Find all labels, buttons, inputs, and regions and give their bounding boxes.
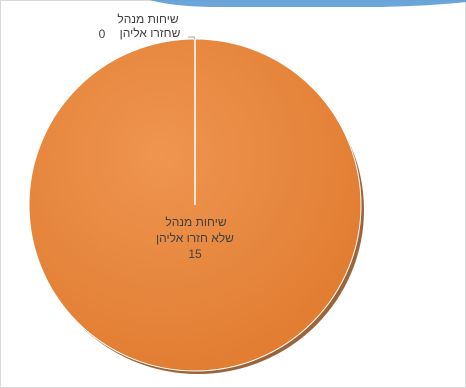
data-label-1-line2: שלא חזרו אליהן xyxy=(156,231,234,245)
data-label-0-line2: שחזרו אליהן xyxy=(120,26,181,40)
data-label-1-line1: שיחות מנהל xyxy=(165,215,226,229)
data-label-1-value: 15 xyxy=(188,247,202,261)
data-label-0-value: 0 xyxy=(99,27,106,41)
data-label-0-line1: שיחות מנהל xyxy=(117,12,178,26)
